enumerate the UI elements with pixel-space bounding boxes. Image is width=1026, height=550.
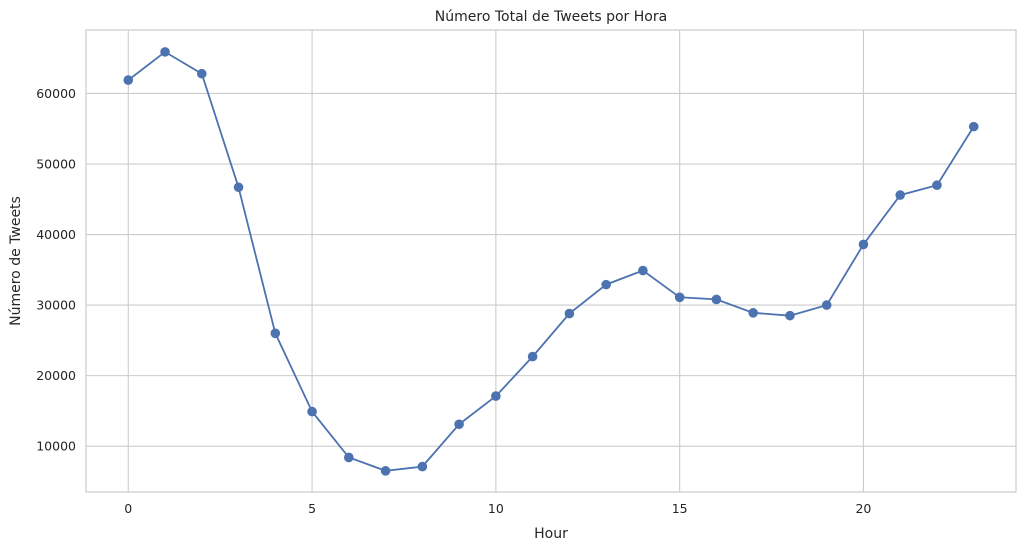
data-point	[196, 68, 207, 79]
data-point	[748, 308, 758, 318]
data-point	[601, 279, 611, 290]
data-point	[454, 419, 464, 430]
plot-frame	[85, 29, 1017, 493]
y-tick-label: 40000	[36, 227, 76, 242]
data-markers	[123, 47, 979, 476]
data-point	[160, 47, 170, 57]
data-point	[821, 300, 832, 310]
y-tick-label: 60000	[36, 86, 76, 101]
x-tick-labels: 0 5 10 15 20	[124, 501, 871, 516]
data-point	[344, 452, 354, 463]
y-tick-label: 20000	[36, 368, 76, 383]
data-point	[711, 294, 722, 305]
data-point	[527, 351, 538, 362]
data-point	[233, 182, 244, 193]
data-point	[785, 310, 795, 321]
data-point	[417, 461, 428, 472]
grid-layer	[86, 30, 1016, 492]
series-line	[127, 50, 975, 472]
data-point	[674, 292, 685, 303]
data-point	[858, 239, 869, 250]
data-point	[491, 391, 501, 401]
y-tick-label: 30000	[36, 298, 76, 313]
y-tick-label: 10000	[36, 439, 76, 454]
x-tick-label: 5	[308, 501, 316, 516]
data-point	[123, 75, 134, 85]
x-tick-label: 15	[672, 501, 688, 516]
data-point	[638, 265, 648, 276]
data-point	[932, 180, 942, 190]
data-point	[895, 190, 906, 200]
x-tick-label: 20	[855, 501, 871, 516]
data-point	[380, 466, 391, 476]
data-point	[307, 406, 317, 417]
data-point	[968, 121, 979, 132]
chart-title: Número Total de Tweets por Hora	[435, 9, 667, 25]
x-tick-label: 0	[124, 501, 132, 516]
y-tick-label: 50000	[36, 157, 76, 172]
y-tick-labels: 10000 20000 30000 40000 50000 60000	[36, 86, 76, 454]
x-axis-label: Hour	[534, 526, 568, 542]
y-axis-label: Número de Tweets	[8, 196, 24, 326]
data-point	[270, 328, 281, 339]
x-tick-label: 10	[488, 501, 504, 516]
data-point	[564, 308, 575, 319]
